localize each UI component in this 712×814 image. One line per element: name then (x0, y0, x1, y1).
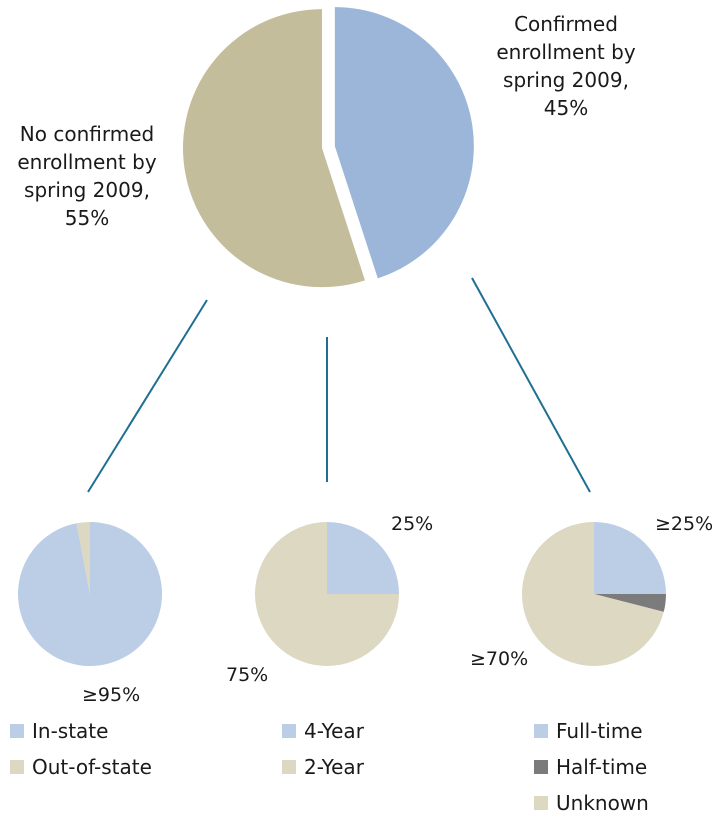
legend-label-out-of-state: Out-of-state (32, 755, 152, 779)
legend-item-in-state: In-state (10, 718, 152, 744)
pie-slice-2-year (255, 522, 399, 666)
legend-label-unknown: Unknown (556, 791, 649, 814)
connector-line-residency (87, 299, 208, 493)
unconfirmed-label-line2: enrollment by (17, 150, 157, 174)
unconfirmed-label-pct: 55% (64, 206, 110, 230)
legend-item-full-time: Full-time (534, 718, 649, 744)
confirmed-label-line3: spring 2009, (503, 68, 629, 92)
pie-slice-full-time (594, 522, 666, 594)
legend-label-full-time: Full-time (556, 719, 643, 743)
legend-label-2-year: 2-Year (304, 755, 364, 779)
legend-item-half-time: Half-time (534, 754, 649, 780)
unconfirmed-label: No confirmed enrollment by spring 2009, … (2, 120, 172, 232)
legend-institution: 4-Year 2-Year (282, 718, 364, 780)
data-label-unknown: ≥70% (470, 648, 529, 670)
legend-label-4-year: 4-Year (304, 719, 364, 743)
unconfirmed-label-line3: spring 2009, (24, 178, 150, 202)
legend-item-unknown: Unknown (534, 790, 649, 814)
data-label-in-state: ≥95% (82, 684, 141, 706)
legend-swatch-in-state (10, 724, 24, 738)
confirmed-label-pct: 45% (543, 96, 589, 120)
legend-swatch-4-year (282, 724, 296, 738)
legend-item-4-year: 4-Year (282, 718, 364, 744)
pie-slice-confirmed-enrollment-by-spring-2009 (334, 7, 474, 279)
legend-item-out-of-state: Out-of-state (10, 754, 152, 780)
legend-swatch-unknown (534, 796, 548, 810)
data-label-full-time: ≥25% (655, 513, 712, 535)
pie-slice-no-confirmed-enrollment-by-spring-2009 (183, 9, 365, 288)
pie-slice-out-of-state (76, 522, 90, 594)
legend-swatch-half-time (534, 760, 548, 774)
pie-slice-half-time (594, 594, 666, 612)
legend-label-half-time: Half-time (556, 755, 648, 779)
pie-slice-in-state (18, 522, 163, 666)
data-label-2-year: 75% (226, 664, 269, 686)
legend-item-2-year: 2-Year (282, 754, 364, 780)
legend-swatch-full-time (534, 724, 548, 738)
legend-label-in-state: In-state (32, 719, 109, 743)
confirmed-label-line1: Confirmed (514, 12, 618, 36)
pie-slice-4-year (327, 522, 399, 594)
legend-swatch-out-of-state (10, 760, 24, 774)
confirmed-label: Confirmed enrollment by spring 2009, 45% (486, 10, 646, 122)
confirmed-label-line2: enrollment by (496, 40, 636, 64)
unconfirmed-label-line1: No confirmed (19, 122, 155, 146)
pie-slice-unknown (522, 522, 664, 666)
legend-intensity: Full-time Half-time Unknown (534, 718, 649, 814)
legend-swatch-2-year (282, 760, 296, 774)
legend-residency: In-state Out-of-state (10, 718, 152, 780)
connector-line-intensity (471, 277, 591, 493)
data-label-4-year: 25% (391, 513, 434, 535)
